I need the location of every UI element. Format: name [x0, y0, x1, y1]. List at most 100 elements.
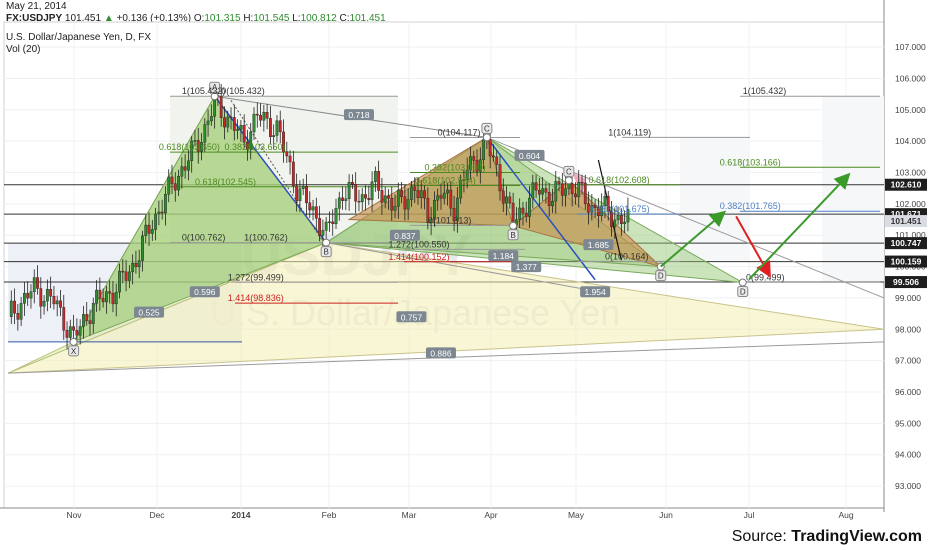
candle — [337, 191, 341, 221]
ratio-badge: 1.685 — [583, 239, 614, 251]
candle-body — [223, 117, 226, 128]
pattern-connect-line — [486, 136, 885, 299]
candle — [196, 127, 200, 164]
candle-body — [167, 176, 171, 195]
candle — [400, 181, 403, 204]
candle — [65, 321, 69, 350]
fib-level-label: 1(100.762) — [244, 233, 288, 243]
candle — [249, 123, 253, 160]
pattern-point-label: B — [323, 248, 328, 257]
candle-body — [134, 263, 138, 268]
price-tag-bg — [885, 276, 927, 289]
candle — [505, 186, 508, 216]
y-tick-label: 103.000 — [895, 168, 926, 178]
x-tick-label: 2014 — [232, 510, 251, 520]
candle-body — [193, 140, 197, 142]
candle-body — [101, 298, 105, 303]
candle — [275, 115, 279, 143]
candle — [403, 184, 407, 221]
candle-body — [462, 179, 466, 181]
fib-level-label: 0.618(103.166) — [720, 157, 781, 167]
candle-body — [328, 221, 331, 223]
candle — [180, 157, 184, 189]
candle — [131, 254, 135, 285]
candle — [219, 84, 223, 127]
x-tick-label: Jul — [744, 510, 755, 520]
pattern-point-a[interactable]: A — [209, 81, 221, 101]
open-value: 101.315 — [204, 13, 241, 24]
candle — [574, 182, 577, 205]
candle-body — [39, 288, 43, 307]
ratio-badge-text: 1.954 — [584, 287, 606, 297]
candle — [82, 305, 85, 339]
candle — [613, 207, 617, 239]
candle — [551, 188, 554, 214]
fib-level-label: 0.618(103.650) — [159, 142, 220, 152]
fib-level-label: 0(105.432) — [221, 86, 265, 96]
candle — [173, 172, 177, 202]
candle-body — [524, 212, 528, 217]
ratio-badge-text: 1.685 — [588, 240, 610, 250]
candle-body — [472, 156, 476, 161]
open-label: O: — [193, 13, 205, 24]
candle-body — [246, 142, 249, 150]
pattern-point-label: X — [71, 347, 77, 356]
ratio-badge: 0.604 — [514, 149, 545, 161]
candle-body — [449, 189, 453, 209]
fib-level-label: 0.382(101.675) — [589, 204, 650, 214]
candle — [272, 124, 276, 150]
ratio-badge-bg — [583, 239, 614, 251]
candle-body — [160, 211, 164, 214]
ratio-badge-text: 0.525 — [138, 308, 160, 318]
candle-body — [403, 196, 407, 210]
price-tag-text: 101.671 — [891, 209, 922, 219]
candle-body — [416, 190, 420, 198]
candle-body — [410, 186, 413, 200]
candle — [380, 177, 384, 215]
candle — [442, 181, 446, 205]
y-tick-label: 105.000 — [895, 105, 926, 115]
candle-body — [528, 197, 531, 217]
candle — [262, 105, 266, 132]
candle — [157, 200, 161, 226]
pattern-point-c[interactable]: C — [563, 165, 575, 185]
candle-body — [580, 181, 584, 184]
price-tag: 101.451 — [885, 215, 927, 228]
candle-body — [26, 293, 30, 299]
candle — [351, 174, 354, 190]
ratio-badge: 0.596 — [189, 286, 220, 298]
candle — [524, 201, 528, 223]
x-tick-label: Aug — [838, 510, 853, 520]
candle-body — [301, 185, 305, 189]
pattern-leg-line — [597, 159, 622, 261]
candle-body — [265, 112, 269, 119]
symbol-label[interactable]: FX:USDJPY — [6, 13, 63, 24]
candle — [104, 285, 108, 314]
candle-body — [446, 189, 449, 194]
candle-body — [226, 116, 230, 128]
pattern-point-d[interactable]: D — [737, 278, 749, 298]
candle — [114, 283, 118, 317]
candle-body — [344, 198, 348, 201]
pattern-point-c[interactable]: C — [481, 122, 493, 142]
candle — [167, 169, 171, 203]
candle — [331, 209, 335, 236]
pattern-point-b[interactable]: B — [320, 238, 332, 258]
volume-indicator-label[interactable]: Vol (20) — [6, 44, 41, 55]
pattern-point-x[interactable]: X — [68, 337, 80, 357]
fib-level-label: 0.618(102.545) — [195, 177, 256, 187]
candle-body — [564, 188, 568, 196]
candle — [78, 319, 82, 345]
candle-body — [75, 330, 79, 336]
candle — [616, 206, 620, 225]
pattern-point-label: B — [510, 231, 515, 240]
candle — [55, 295, 59, 317]
candle-body — [554, 181, 558, 202]
candle — [246, 129, 249, 161]
candle-body — [492, 155, 495, 158]
price-tag: 100.747 — [885, 237, 927, 250]
y-tick-label: 99.000 — [895, 293, 921, 303]
pattern-point-b[interactable]: B — [507, 221, 519, 241]
candle — [475, 149, 479, 177]
